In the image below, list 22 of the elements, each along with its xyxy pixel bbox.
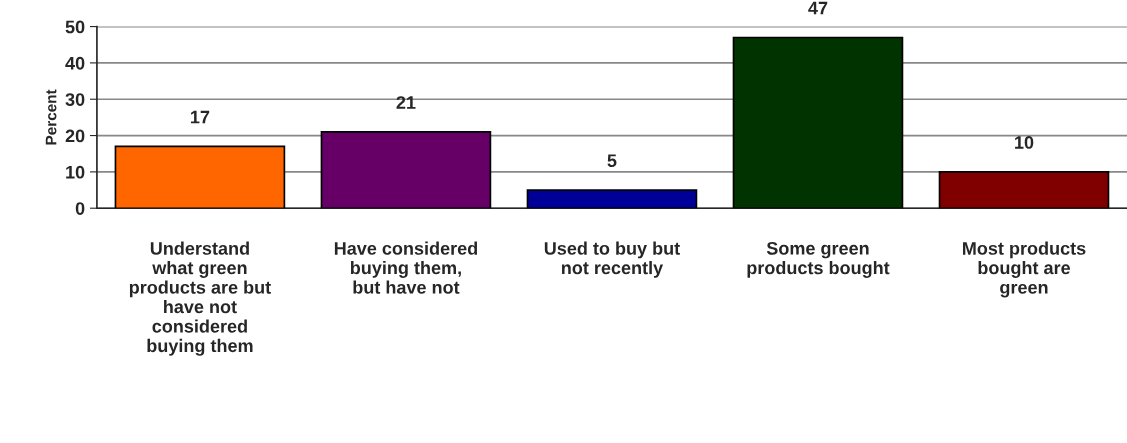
data-label: 47 bbox=[808, 1, 828, 15]
x-tick-label: Have considered buying them, but have not bbox=[334, 241, 478, 294]
bar bbox=[526, 189, 698, 209]
x-tick-label: Some green products bought bbox=[747, 241, 890, 278]
y-tick-label: 30 bbox=[65, 93, 85, 106]
data-label: 5 bbox=[607, 154, 617, 168]
y-tick-label: 40 bbox=[65, 56, 85, 70]
bar bbox=[320, 131, 492, 209]
data-label: 21 bbox=[396, 96, 416, 109]
y-tick-label: 20 bbox=[65, 129, 85, 143]
y-tick-label: 50 bbox=[65, 20, 85, 34]
bar bbox=[114, 145, 286, 209]
y-tick-label: 0 bbox=[75, 202, 85, 215]
bar bbox=[732, 36, 904, 209]
bar bbox=[938, 171, 1110, 209]
x-tick-label: Understand what green products are but have not considered buying them bbox=[129, 241, 271, 356]
x-tick-label: Most products bought are green bbox=[963, 241, 1086, 298]
data-label: 10 bbox=[1015, 136, 1034, 149]
x-tick-label: Used to buy but not recently bbox=[544, 241, 680, 278]
y-axis-title: Percent bbox=[45, 89, 57, 145]
y-tick-label: 10 bbox=[66, 165, 85, 179]
data-label: 17 bbox=[191, 110, 210, 124]
